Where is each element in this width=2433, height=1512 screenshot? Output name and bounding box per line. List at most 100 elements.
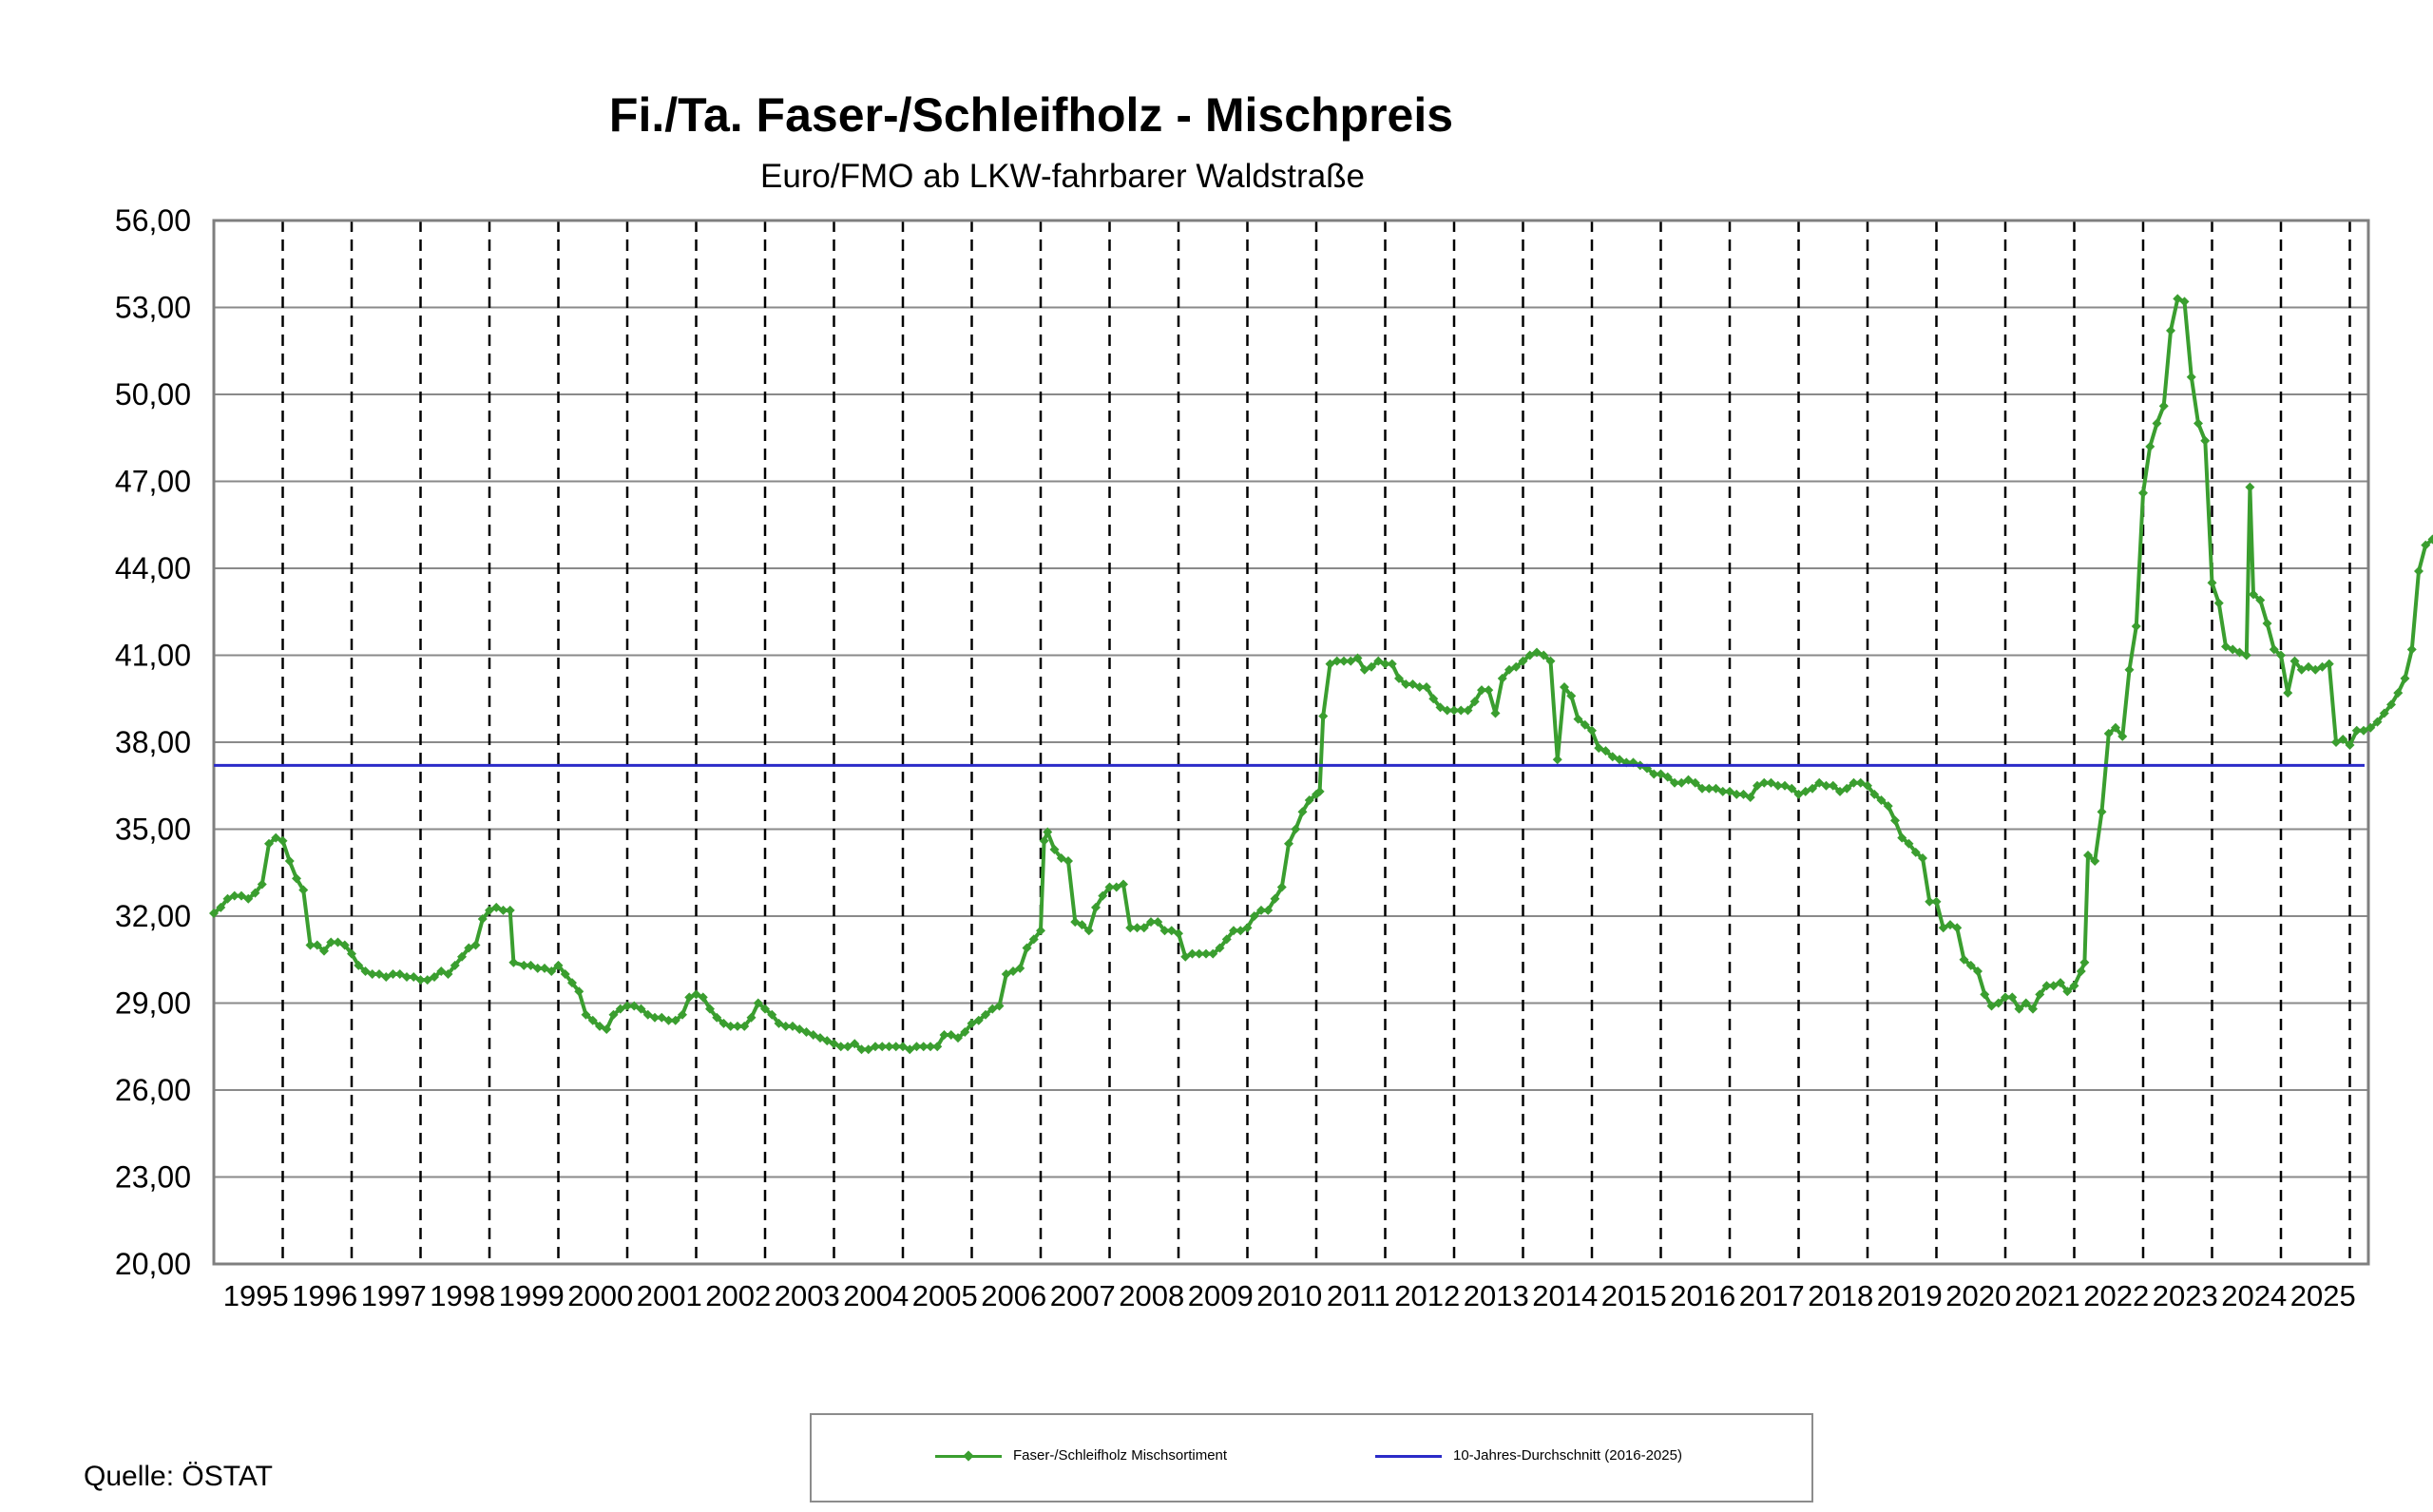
data-point — [587, 1015, 598, 1025]
data-point — [871, 1042, 880, 1052]
data-point — [1753, 780, 1762, 791]
data-point — [1545, 656, 1556, 666]
data-point — [2317, 661, 2328, 672]
data-point — [1759, 777, 1770, 788]
data-point — [415, 975, 426, 986]
data-point — [470, 940, 481, 950]
x-tick-label: 2005 — [912, 1279, 978, 1312]
data-point — [1787, 783, 1797, 794]
data-point — [581, 1009, 591, 1020]
data-point — [595, 1021, 604, 1031]
horizontal-gridlines — [214, 220, 2368, 1265]
data-point — [2345, 740, 2355, 751]
data-point — [1600, 746, 1611, 756]
data-point — [670, 1015, 680, 1025]
data-point — [1331, 656, 1342, 666]
data-point — [243, 893, 254, 904]
data-point — [884, 1042, 894, 1052]
data-point — [1043, 827, 1053, 837]
data-point — [1325, 659, 1335, 669]
data-point — [1670, 777, 1679, 788]
data-point — [1346, 656, 1356, 666]
legend-swatch-blue — [1375, 1448, 1442, 1464]
data-point — [1717, 786, 1728, 796]
data-point — [891, 1042, 901, 1052]
data-point — [1808, 783, 1817, 794]
y-tick-label: 56,00 — [115, 203, 191, 238]
data-point — [1091, 902, 1101, 912]
data-point — [229, 890, 239, 901]
data-point — [2338, 734, 2348, 744]
data-point — [856, 1044, 867, 1055]
x-tick-label: 2003 — [775, 1279, 840, 1312]
y-tick-label: 50,00 — [115, 377, 191, 411]
x-tick-label: 2001 — [637, 1279, 702, 1312]
data-point — [939, 1030, 949, 1041]
data-point — [298, 885, 309, 895]
data-point — [2145, 441, 2155, 451]
data-point — [642, 1009, 653, 1020]
data-point — [540, 963, 549, 973]
data-point — [1532, 647, 1542, 658]
data-point — [1711, 783, 1721, 794]
legend-entry-green: Faser-/Schleifholz Mischsortiment — [935, 1447, 1227, 1464]
data-point — [1139, 923, 1149, 933]
data-point — [918, 1042, 929, 1052]
data-point — [443, 969, 453, 979]
data-point — [1456, 705, 1466, 716]
data-point — [2090, 856, 2100, 867]
data-point — [2304, 661, 2313, 672]
data-point — [2028, 1004, 2038, 1014]
x-tick-label: 1999 — [499, 1279, 565, 1312]
data-point — [1098, 890, 1108, 901]
data-point — [1952, 923, 1963, 933]
data-point — [278, 835, 288, 846]
data-point — [1428, 694, 1439, 704]
data-point — [1022, 943, 1032, 953]
data-point — [250, 888, 260, 898]
x-tick-label: 1998 — [430, 1279, 495, 1312]
data-point — [2310, 664, 2321, 675]
data-point — [305, 940, 316, 950]
data-point — [960, 1027, 970, 1037]
data-point — [953, 1033, 963, 1043]
data-point — [388, 969, 398, 979]
data-point — [2103, 728, 2114, 738]
data-point — [1359, 664, 1370, 675]
data-point — [780, 1021, 791, 1031]
data-point — [553, 960, 564, 970]
data-point — [987, 1004, 998, 1014]
data-point — [1028, 934, 1039, 945]
data-point — [257, 879, 267, 890]
source-note: Quelle: ÖSTAT — [84, 1461, 273, 1492]
data-point — [1039, 835, 1049, 846]
data-point — [477, 914, 488, 925]
data-point — [1869, 789, 1880, 799]
data-point — [739, 1021, 750, 1031]
data-point — [788, 1021, 797, 1031]
data-point — [2406, 644, 2417, 655]
data-point — [801, 1027, 812, 1037]
data-point — [2421, 540, 2431, 550]
data-point — [602, 1024, 612, 1034]
data-point — [774, 1018, 784, 1028]
data-point — [1594, 743, 1604, 754]
data-point — [347, 948, 356, 959]
data-point — [1904, 838, 1914, 849]
data-point — [863, 1044, 873, 1055]
data-point — [657, 1012, 667, 1023]
data-point — [209, 908, 219, 918]
data-point — [2131, 622, 2141, 631]
y-tick-label: 29,00 — [115, 986, 191, 1021]
x-tick-label: 2013 — [1464, 1279, 1529, 1312]
legend: Faser-/Schleifholz Mischsortiment 10-Jah… — [810, 1413, 1813, 1502]
x-tick-label: 2023 — [2153, 1279, 2218, 1312]
x-tick-label: 2020 — [1945, 1279, 2011, 1312]
data-point — [2213, 598, 2224, 608]
data-point — [2372, 717, 2383, 727]
data-point — [2079, 957, 2090, 967]
data-point — [1236, 926, 1246, 936]
data-point — [339, 940, 350, 950]
data-point — [663, 1015, 674, 1025]
